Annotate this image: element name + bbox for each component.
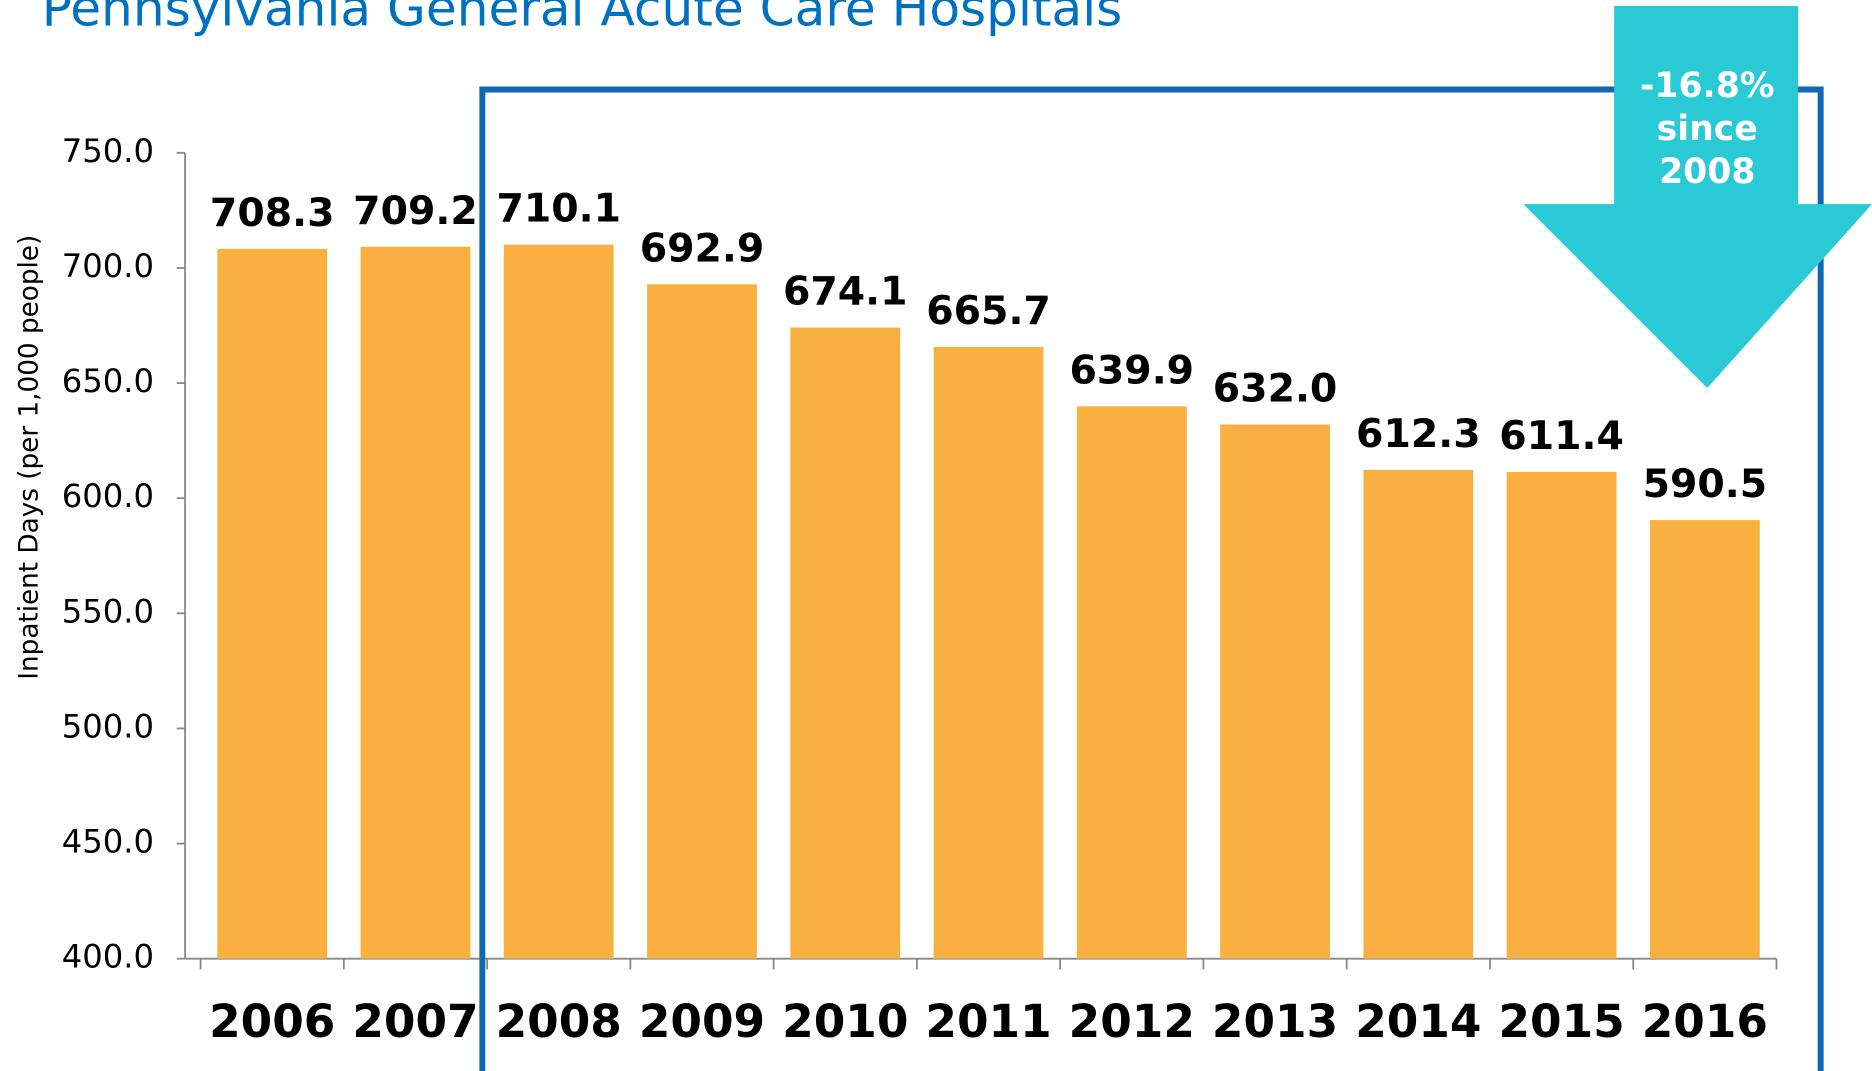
annotation-text: 2008 — [1659, 152, 1755, 192]
y-tick-label: 600.0 — [62, 477, 154, 515]
value-label: 710.1 — [496, 186, 621, 232]
value-label: 709.2 — [353, 188, 478, 234]
value-label: 692.9 — [640, 225, 765, 271]
bar — [217, 248, 328, 959]
x-tick-label: 2009 — [639, 995, 765, 1048]
x-tick-label: 2016 — [1642, 995, 1768, 1048]
x-tick-label: 2012 — [1069, 995, 1195, 1048]
value-label: 674.1 — [783, 269, 908, 315]
annotation-text: -16.8% — [1640, 66, 1774, 106]
x-tick-label: 2010 — [782, 995, 908, 1048]
y-axis-label: Inpatient Days (per 1,000 people) — [14, 235, 44, 680]
bar — [933, 346, 1044, 959]
bar — [1649, 520, 1760, 959]
y-tick-label: 550.0 — [62, 592, 154, 630]
bar — [1363, 469, 1474, 959]
value-label: 639.9 — [1070, 347, 1195, 393]
down-arrow — [1523, 5, 1872, 389]
bar — [1506, 471, 1617, 959]
y-tick-label: 500.0 — [62, 707, 154, 745]
bar — [360, 246, 471, 959]
value-label: 611.4 — [1499, 413, 1624, 459]
y-tick-label: 650.0 — [62, 362, 154, 400]
x-tick-label: 2011 — [925, 995, 1051, 1048]
x-tick-label: 2008 — [496, 995, 622, 1048]
x-tick-label: 2015 — [1498, 995, 1624, 1048]
chart-title: Pennsylvania General Acute Care Hospital… — [42, 0, 1123, 37]
y-tick-label: 450.0 — [62, 823, 154, 861]
value-label: 708.3 — [210, 190, 335, 236]
highlight-box — [479, 86, 1824, 1071]
x-tick-label: 2007 — [352, 995, 478, 1048]
value-label: 612.3 — [1356, 411, 1481, 457]
y-tick-label: 700.0 — [62, 247, 154, 285]
bar — [503, 244, 614, 959]
bar — [1220, 424, 1330, 959]
bar — [647, 284, 757, 959]
bar — [790, 327, 901, 959]
y-tick-label: 400.0 — [62, 938, 154, 976]
value-label: 590.5 — [1643, 461, 1768, 507]
x-tick-label: 2006 — [209, 995, 335, 1048]
value-label: 632.0 — [1213, 366, 1338, 412]
value-label: 665.7 — [926, 288, 1051, 334]
chart-root: Pennsylvania General Acute Care Hospital… — [14, 0, 1872, 1071]
bar — [1076, 406, 1187, 959]
x-tick-label: 2013 — [1212, 995, 1338, 1048]
y-tick-label: 750.0 — [62, 132, 154, 170]
x-tick-label: 2014 — [1355, 995, 1481, 1048]
annotation-text: since — [1657, 109, 1758, 149]
